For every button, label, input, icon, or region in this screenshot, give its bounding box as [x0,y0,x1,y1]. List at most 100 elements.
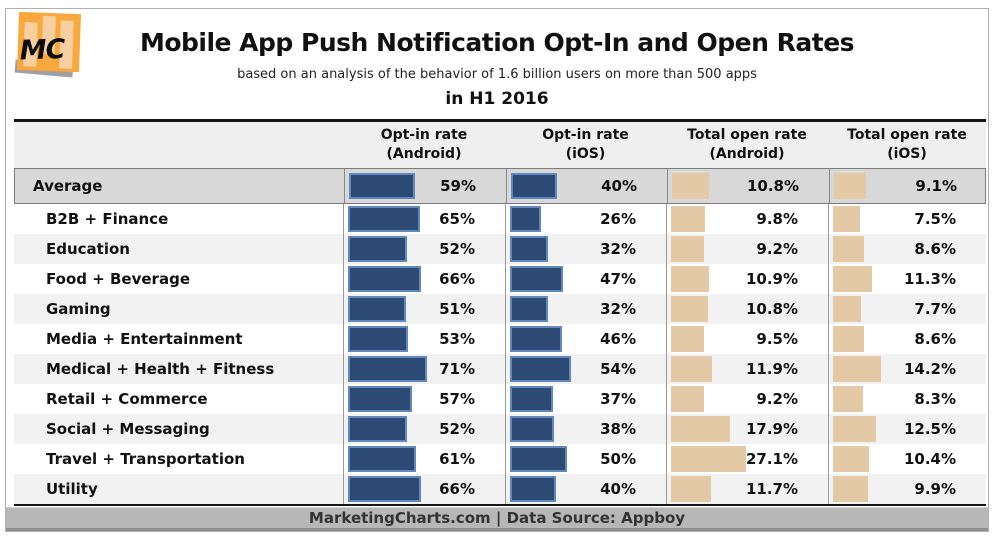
open-rate-android-bar [671,235,704,262]
open-rate-ios-bar [833,295,861,322]
chart-period: in H1 2016 [445,88,549,109]
opt-in-android-bar [348,265,422,292]
bar-cell-opt-in-ios: 40% [506,168,667,203]
bar-cell-opt-in-ios: 37% [505,383,666,414]
bar-cell-opt-in-android: 53% [343,323,505,354]
bar-cell-open-rate-ios: 10.4% [828,443,986,474]
opt-in-ios-bar [510,295,548,322]
table-row: Retail + Commerce 57% 37% 9.2% 8.3% [14,383,986,414]
table-body: Average 59% 40% 10.8% 9.1% B2B + Finance 65% 26… [14,167,986,506]
open-rate-ios-value-label: 11.3% [903,269,956,288]
opt-in-ios-value-label: 40% [600,479,636,498]
title-block: Mobile App Push Notification Opt-In and … [6,9,988,109]
bar-cell-opt-in-ios: 32% [505,233,666,264]
opt-in-ios-bar [510,355,571,382]
category-label: Travel + Transportation [46,449,245,468]
bar-cell-opt-in-ios: 50% [505,443,666,474]
header-divider [14,118,986,122]
table-row: Food + Beverage 66% 47% 10.9% 11.3% [14,263,986,294]
opt-in-android-bar [348,415,407,442]
open-rate-android-bar [671,355,712,382]
bar-cell-opt-in-android: 52% [343,233,505,264]
open-rate-ios-value-label: 8.6% [914,239,956,258]
footer-bar: MarketingCharts.com | Data Source: Appbo… [6,507,988,531]
opt-in-android-value-label: 71% [439,359,475,378]
open-rate-android-value-label: 10.8% [745,299,798,318]
open-rate-android-value-label: 10.9% [745,269,798,288]
opt-in-android-value-label: 61% [439,449,475,468]
bar-cell-opt-in-ios: 47% [505,263,666,294]
category-cell: Food + Beverage [14,264,343,294]
logo-sticky-note: MC [17,11,81,73]
bar-cell-open-rate-ios: 14.2% [828,353,986,384]
bar-cell-open-rate-android: 17.9% [666,413,828,444]
opt-in-android-bar [348,475,422,502]
opt-in-android-bar [348,295,406,322]
category-label: Average [33,176,103,195]
open-rate-android-value-label: 27.1% [745,449,798,468]
opt-in-ios-bar [510,385,553,412]
opt-in-ios-bar [510,265,564,292]
opt-in-android-value-label: 59% [440,176,476,195]
opt-in-android-bar [348,445,417,472]
opt-in-ios-value-label: 32% [600,239,636,258]
opt-in-ios-value-label: 50% [600,449,636,468]
category-cell: Social + Messaging [14,414,343,444]
header-category-cell [14,122,343,168]
table-row: Education 52% 32% 9.2% 8.6% [14,233,986,264]
open-rate-android-value-label: 9.5% [756,329,798,348]
data-table: Opt-in rate (Android) Opt-in rate (iOS) To… [14,121,986,506]
open-rate-ios-value-label: 9.1% [915,176,957,195]
opt-in-ios-bar [510,445,567,472]
opt-in-ios-bar [510,325,563,352]
bar-cell-opt-in-android: 61% [343,443,505,474]
column-header-open-rate-android: Total open rate (Android) [687,126,807,162]
open-rate-ios-bar [833,475,868,502]
open-rate-android-value-label: 9.2% [756,389,798,408]
bar-cell-opt-in-android: 71% [343,353,505,384]
opt-in-android-value-label: 66% [439,269,475,288]
open-rate-android-value-label: 11.7% [745,479,798,498]
footer-text: MarketingCharts.com | Data Source: Appbo… [308,509,686,527]
category-label: Education [46,239,130,258]
table-row: Utility 66% 40% 11.7% 9.9% [14,473,986,504]
bar-cell-open-rate-ios: 7.7% [828,293,986,324]
open-rate-ios-value-label: 12.5% [903,419,956,438]
open-rate-ios-bar [833,415,876,442]
average-row: Average 59% 40% 10.8% 9.1% [14,167,986,204]
opt-in-android-bar [348,205,421,232]
open-rate-android-bar [671,325,705,352]
opt-in-ios-value-label: 40% [601,176,637,195]
opt-in-ios-value-label: 38% [600,419,636,438]
open-rate-ios-bar [834,172,867,199]
table-row: Gaming 51% 32% 10.8% 7.7% [14,293,986,324]
opt-in-android-value-label: 57% [439,389,475,408]
logo-text: MC [19,33,65,67]
bar-cell-open-rate-android: 9.5% [666,323,828,354]
open-rate-android-value-label: 17.9% [745,419,798,438]
column-header-open-rate-ios: Total open rate (iOS) [847,126,967,162]
open-rate-ios-bar [833,445,870,472]
bar-cell-opt-in-android: 66% [343,473,505,504]
category-cell: Medical + Health + Fitness [14,354,343,384]
opt-in-android-value-label: 53% [439,329,475,348]
bar-cell-open-rate-android: 9.8% [666,203,828,234]
category-cell: Average [15,169,344,203]
bar-cell-opt-in-android: 52% [343,413,505,444]
bar-cell-open-rate-android: 9.2% [666,383,828,414]
opt-in-android-value-label: 66% [439,479,475,498]
bar-cell-open-rate-android: 27.1% [666,443,828,474]
table-row: Social + Messaging 52% 38% 17.9% 12.5% [14,413,986,444]
open-rate-ios-bar [833,265,873,292]
open-rate-ios-value-label: 14.2% [903,359,956,378]
opt-in-ios-bar [510,415,554,442]
open-rate-android-value-label: 9.2% [756,239,798,258]
category-cell: Gaming [14,294,343,324]
chart-subtitle: based on an analysis of the behavior of … [237,66,757,82]
category-cell: B2B + Finance [14,204,343,234]
opt-in-ios-value-label: 26% [600,209,636,228]
category-cell: Media + Entertainment [14,324,343,354]
category-cell: Education [14,234,343,264]
opt-in-android-value-label: 52% [439,239,475,258]
opt-in-ios-bar [511,172,557,199]
